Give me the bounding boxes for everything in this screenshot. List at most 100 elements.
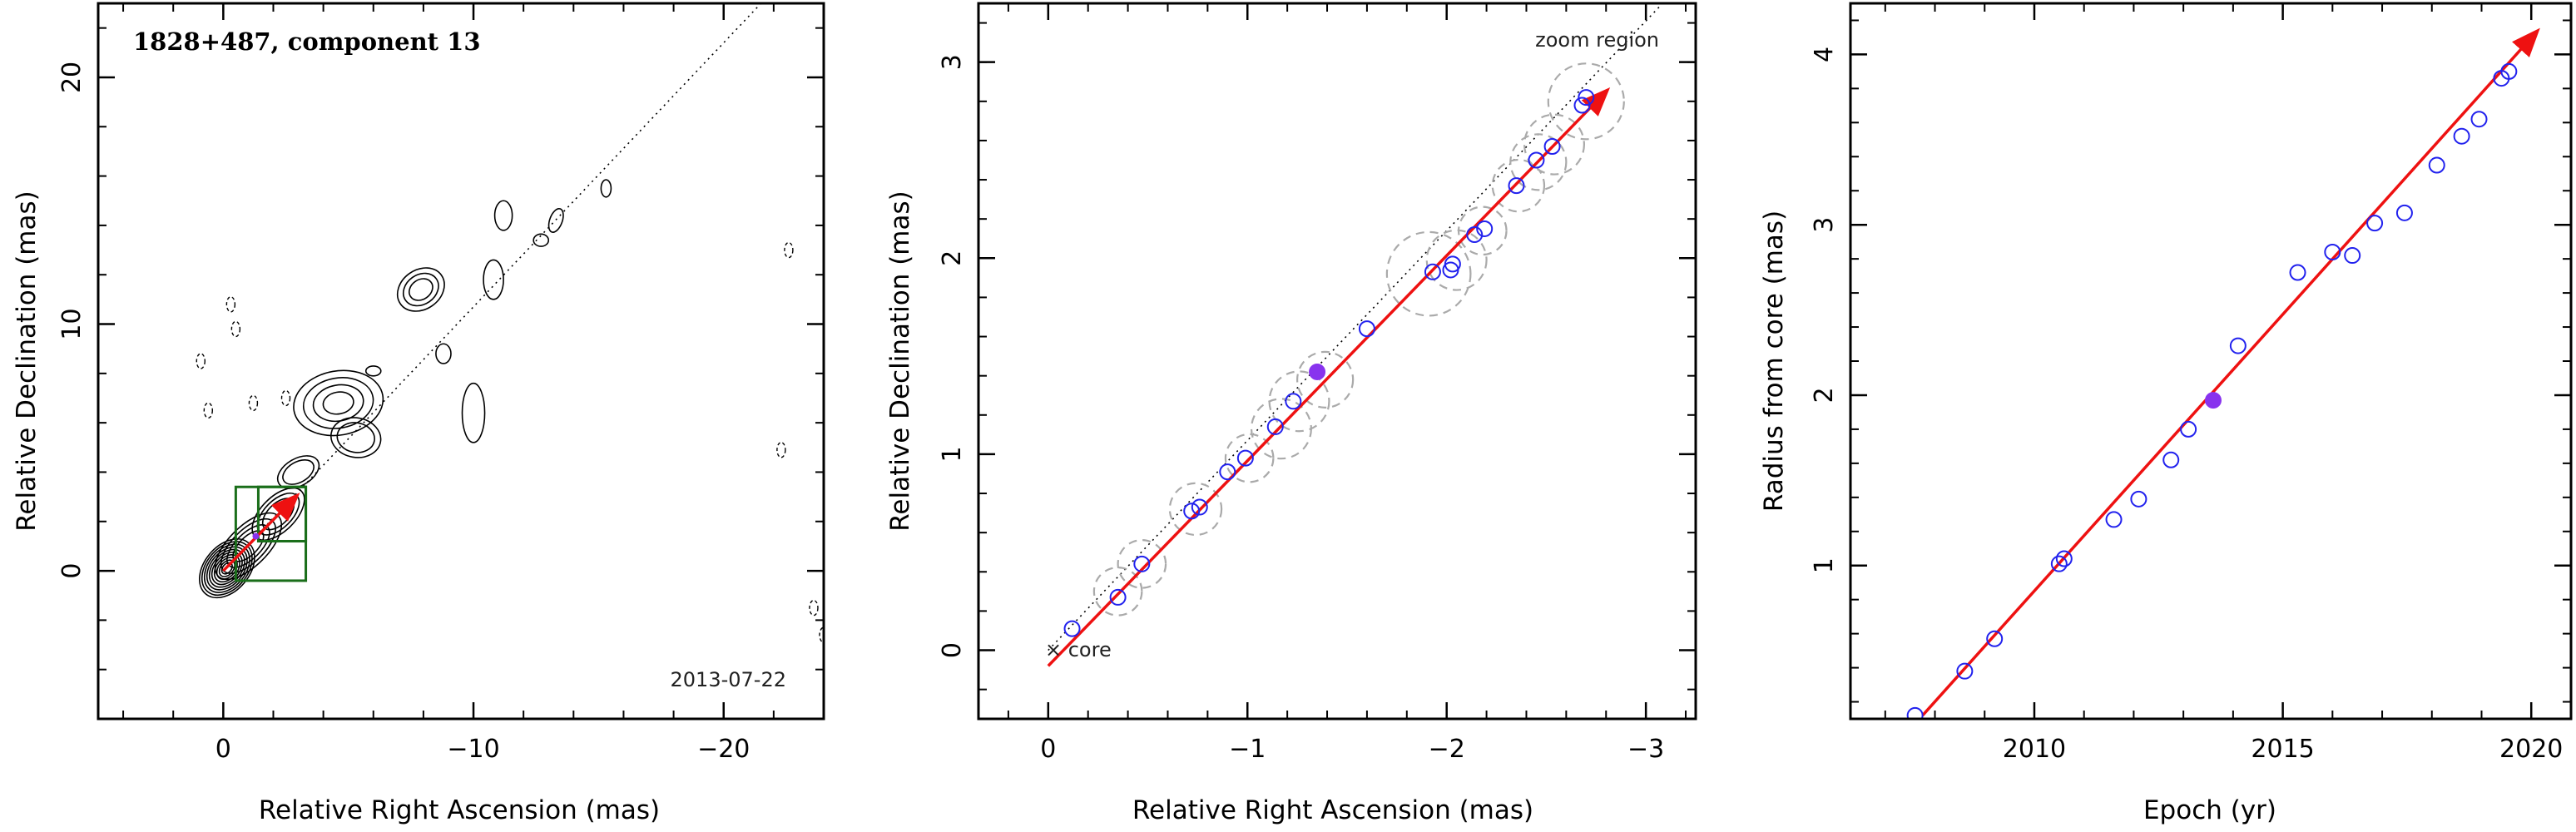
x-tick-label: −2 — [1429, 735, 1465, 764]
uncertainty-circle — [1457, 206, 1508, 256]
jet-axis-line — [222, 3, 762, 572]
y-tick-label: 0 — [938, 642, 967, 658]
contour-level — [533, 233, 550, 247]
x-tick-label: 0 — [1040, 735, 1056, 764]
contour-level — [282, 458, 315, 485]
data-point — [2344, 247, 2361, 265]
data-point — [2453, 127, 2470, 145]
data-point — [1219, 463, 1236, 481]
negative-contour — [819, 626, 824, 643]
uncertainty-circle — [1491, 158, 1546, 213]
x-tick-label: −3 — [1627, 735, 1664, 764]
data-point — [2229, 337, 2247, 354]
data-point — [2055, 550, 2073, 567]
contour-level — [330, 417, 382, 458]
negative-contour — [230, 320, 241, 338]
data-point — [2470, 111, 2488, 128]
uncertainty-circle — [1509, 133, 1568, 191]
data-point — [1133, 555, 1151, 572]
negative-contour — [280, 389, 291, 407]
data-point — [1543, 138, 1561, 155]
negative-contour — [225, 296, 236, 313]
zoom-scatter — [1047, 3, 1664, 667]
x-tick-label: −20 — [697, 735, 750, 764]
negative-contour — [248, 394, 259, 412]
data-point — [1956, 662, 1974, 680]
y-tick-label: 0 — [57, 563, 87, 579]
uncertainty-circle — [1250, 398, 1312, 460]
data-point — [1183, 503, 1201, 520]
data-point — [1109, 588, 1127, 606]
contour-level — [199, 538, 255, 599]
negative-contour — [776, 442, 786, 458]
contour-level — [435, 343, 452, 364]
plot-frame — [97, 2, 825, 721]
trajectory-arrow — [222, 493, 300, 572]
y-tick-label: 2 — [938, 250, 967, 266]
x-tick-label: 2020 — [2499, 735, 2563, 764]
data-point — [1986, 630, 2004, 647]
x-tick-label: −1 — [1229, 735, 1266, 764]
uncertainty-circle — [1224, 433, 1275, 483]
core-label: × core — [1045, 638, 1112, 661]
data-point — [1528, 151, 1545, 169]
contour-level — [402, 272, 439, 307]
uncertainty-circle — [1296, 350, 1355, 409]
uncertainty-circle — [1117, 539, 1167, 589]
highlight-point — [1309, 363, 1326, 380]
uncertainty-circle — [1168, 482, 1223, 537]
y-tick-label: 3 — [938, 54, 967, 70]
contour-level — [276, 455, 320, 489]
data-point — [2366, 215, 2384, 232]
data-point — [1578, 89, 1595, 106]
contour-level — [409, 278, 433, 301]
trajectory-arrow — [1047, 87, 1611, 667]
data-point — [1476, 220, 1494, 237]
data-point — [2162, 451, 2180, 468]
contour-level — [364, 365, 382, 377]
contour-level — [493, 200, 513, 231]
contour-level — [461, 382, 486, 443]
data-point — [1906, 706, 1924, 719]
y-tick-label: 1 — [938, 446, 967, 462]
data-point — [2395, 204, 2413, 221]
panel-3-axes: 2010 2015 2020 1 2 3 4 — [1810, 2, 2573, 764]
x-tick-label: −10 — [447, 735, 499, 764]
observation-date: 2013-07-22 — [671, 668, 786, 691]
panel-zoom-region — [1047, 3, 1664, 667]
data-point — [1424, 263, 1441, 280]
uncertainty-circle — [1385, 230, 1472, 317]
data-point — [1266, 418, 1284, 435]
data-point — [1573, 97, 1591, 114]
y-axis-label: Radius from core (mas) — [1759, 210, 1789, 512]
data-point — [1508, 177, 1525, 195]
plot-frame — [977, 2, 1697, 721]
uncertainty-circle — [1523, 113, 1586, 176]
x-axis-label: Relative Right Ascension (mas) — [259, 795, 660, 825]
panel-contour-map — [196, 3, 824, 643]
uncertainty-circle — [1547, 62, 1625, 141]
data-point — [2428, 156, 2445, 174]
negative-contour — [784, 241, 794, 259]
contour-level — [396, 267, 445, 312]
negative-contour — [809, 599, 819, 617]
y-tick-label: 10 — [57, 308, 87, 339]
data-point — [1444, 255, 1461, 273]
data-point — [2289, 264, 2306, 281]
data-point — [1063, 620, 1081, 637]
data-point — [1191, 498, 1208, 516]
data-point — [2130, 490, 2147, 508]
data-point — [2180, 420, 2197, 438]
x-axis-label: Relative Right Ascension (mas) — [1132, 795, 1533, 825]
plot-frame — [1849, 2, 2573, 721]
x-axis-label: Epoch (yr) — [2143, 795, 2276, 825]
fit-line-arrow — [1921, 27, 2540, 717]
x-tick-label: 2015 — [2251, 735, 2314, 764]
contour-level — [302, 377, 374, 429]
contour-level — [293, 369, 384, 437]
panel-radius-vs-epoch — [1906, 27, 2540, 719]
y-tick-label: 1 — [1810, 557, 1839, 573]
uncertainty-circle — [1268, 370, 1330, 433]
data-point — [2500, 62, 2518, 80]
